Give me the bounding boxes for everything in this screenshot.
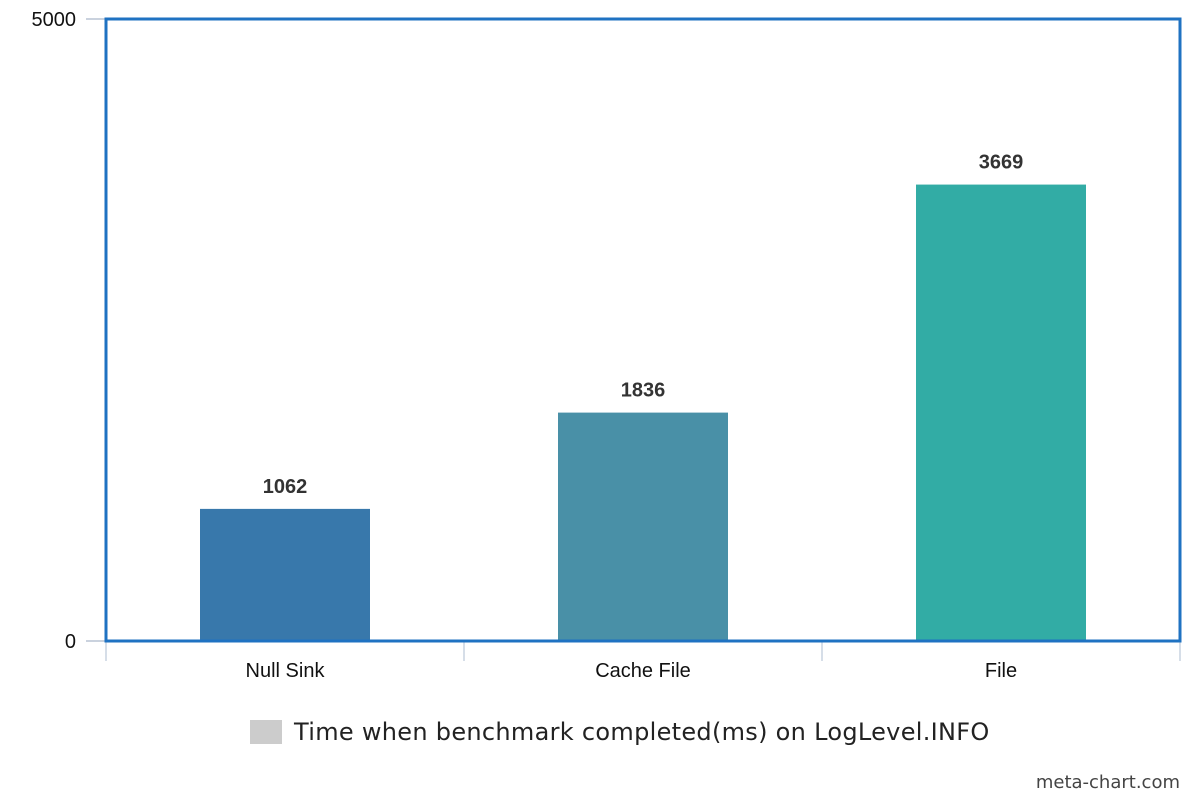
data-label: 1836 bbox=[621, 380, 666, 402]
plot-frame bbox=[104, 17, 1182, 643]
bar bbox=[200, 508, 370, 641]
y-tick-label: 0 bbox=[65, 631, 76, 653]
bar bbox=[916, 184, 1086, 641]
bar bbox=[558, 412, 728, 641]
x-tick-label: File bbox=[985, 660, 1017, 682]
legend-label: Time when benchmark completed(ms) on Log… bbox=[294, 718, 990, 746]
x-tick-label: Null Sink bbox=[246, 660, 326, 682]
credit-text: meta-chart.com bbox=[1035, 772, 1180, 793]
x-tick-label: Cache File bbox=[595, 660, 691, 682]
y-tick-label: 5000 bbox=[32, 9, 77, 31]
legend-swatch bbox=[250, 720, 282, 744]
data-label: 1062 bbox=[263, 476, 308, 498]
data-label: 3669 bbox=[979, 152, 1024, 174]
legend: Time when benchmark completed(ms) on Log… bbox=[250, 718, 990, 746]
